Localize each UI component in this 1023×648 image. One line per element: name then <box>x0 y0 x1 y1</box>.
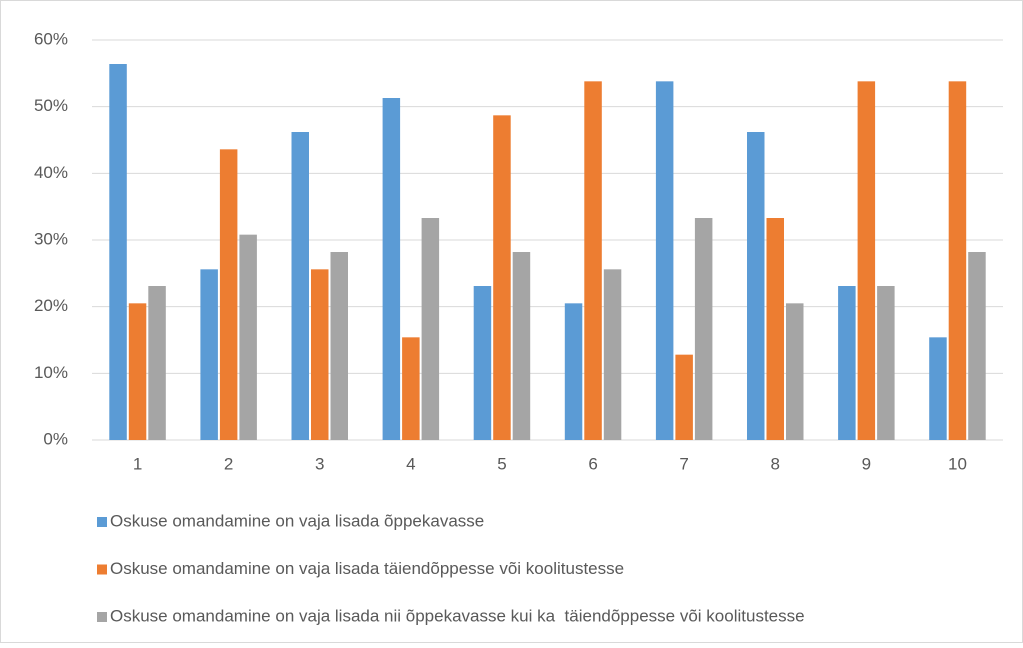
bar <box>877 286 895 440</box>
bar <box>109 64 127 440</box>
x-tick-label: 3 <box>315 454 324 473</box>
bar <box>786 303 804 440</box>
bar <box>766 218 784 440</box>
bar <box>421 218 440 440</box>
bar <box>473 286 492 440</box>
y-tick-label: 40% <box>34 163 68 182</box>
bar <box>512 252 531 440</box>
bar <box>311 269 329 440</box>
bar <box>675 354 693 440</box>
y-tick-label: 60% <box>34 29 68 48</box>
bar <box>564 303 583 440</box>
legend-swatch <box>97 517 107 527</box>
bar <box>128 303 147 440</box>
y-tick-label: 50% <box>34 96 68 115</box>
bar <box>747 132 765 440</box>
bar <box>655 81 674 440</box>
y-tick-label: 0% <box>43 429 68 448</box>
legend-swatch <box>97 612 107 622</box>
bar <box>382 98 401 440</box>
bar <box>857 81 876 440</box>
bar <box>330 252 348 440</box>
y-tick-label: 30% <box>34 229 68 248</box>
bar <box>968 252 986 440</box>
legend-swatch <box>97 564 107 575</box>
y-tick-label: 10% <box>34 363 68 382</box>
x-tick-label: 1 <box>133 454 142 473</box>
x-tick-label: 10 <box>948 454 967 473</box>
bar <box>493 115 511 440</box>
legend-label: Oskuse omandamine on vaja lisada õppekav… <box>110 511 484 530</box>
bar <box>148 286 166 440</box>
x-tick-label: 2 <box>224 454 233 473</box>
bar <box>948 81 967 440</box>
bar <box>838 286 856 440</box>
bar <box>402 337 420 440</box>
bar <box>239 234 257 440</box>
x-tick-label: 4 <box>406 454 415 473</box>
bar <box>200 269 218 440</box>
bar <box>694 218 713 440</box>
legend-label: Oskuse omandamine on vaja lisada täiendõ… <box>110 559 624 578</box>
x-tick-label: 9 <box>862 454 871 473</box>
x-tick-label: 7 <box>679 454 688 473</box>
x-tick-label: 6 <box>588 454 597 473</box>
bar <box>219 149 238 441</box>
x-tick-label: 5 <box>497 454 506 473</box>
x-tick-label: 8 <box>771 454 780 473</box>
bar <box>291 132 309 440</box>
bar <box>584 81 602 440</box>
y-tick-label: 20% <box>34 296 68 315</box>
legend-label: Oskuse omandamine on vaja lisada nii õpp… <box>110 606 805 625</box>
bar <box>929 337 947 440</box>
bar <box>603 269 622 440</box>
